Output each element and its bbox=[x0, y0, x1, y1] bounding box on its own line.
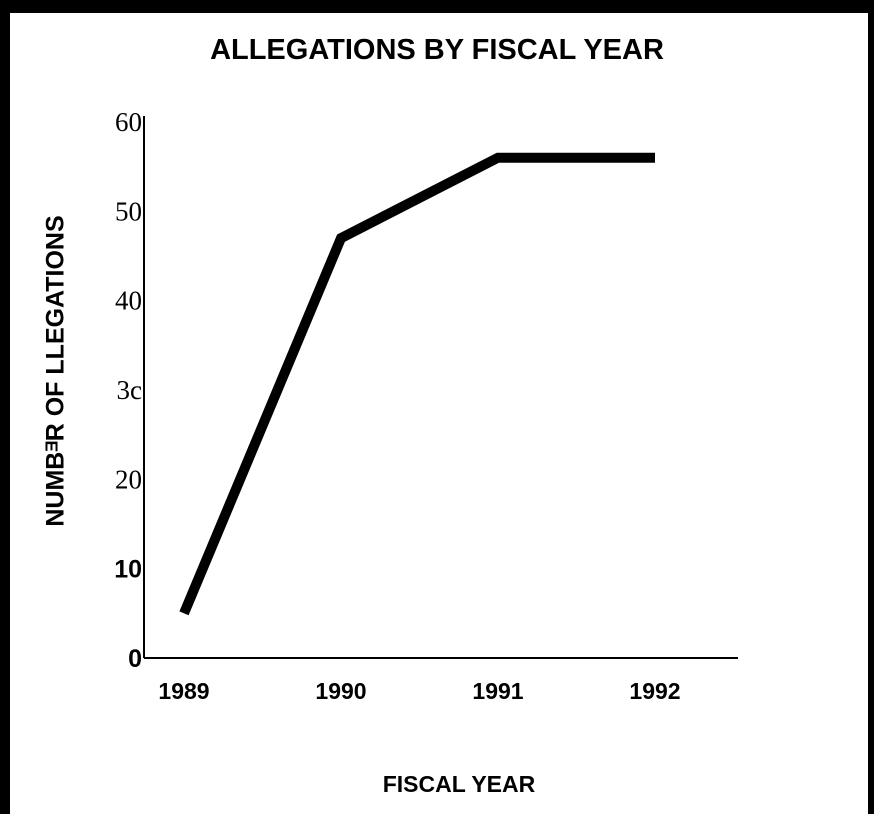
x-tick-label: 1989 bbox=[158, 678, 209, 704]
x-tick-label: 1991 bbox=[472, 678, 523, 704]
x-tick-label: 1990 bbox=[315, 678, 366, 704]
x-tick-label: 1992 bbox=[629, 678, 680, 704]
y-tick-label: 20 bbox=[115, 464, 142, 494]
frame-border-right bbox=[868, 0, 874, 814]
x-axis-label: FISCAL YEAR bbox=[382, 771, 536, 797]
frame-border-left bbox=[0, 0, 10, 814]
y-tick-label: 3c bbox=[117, 375, 143, 405]
chart-title: ALLEGATIONS BY FISCAL YEAR bbox=[210, 34, 664, 66]
frame-border-top bbox=[0, 0, 874, 13]
series-line bbox=[179, 152, 655, 616]
y-tick-label: 40 bbox=[115, 286, 142, 316]
y-tick-label: 60 bbox=[115, 107, 142, 137]
y-tick-label: 0 bbox=[128, 645, 142, 673]
y-tick-label: 50 bbox=[115, 196, 142, 226]
y-tick-label: 10 bbox=[114, 556, 142, 584]
